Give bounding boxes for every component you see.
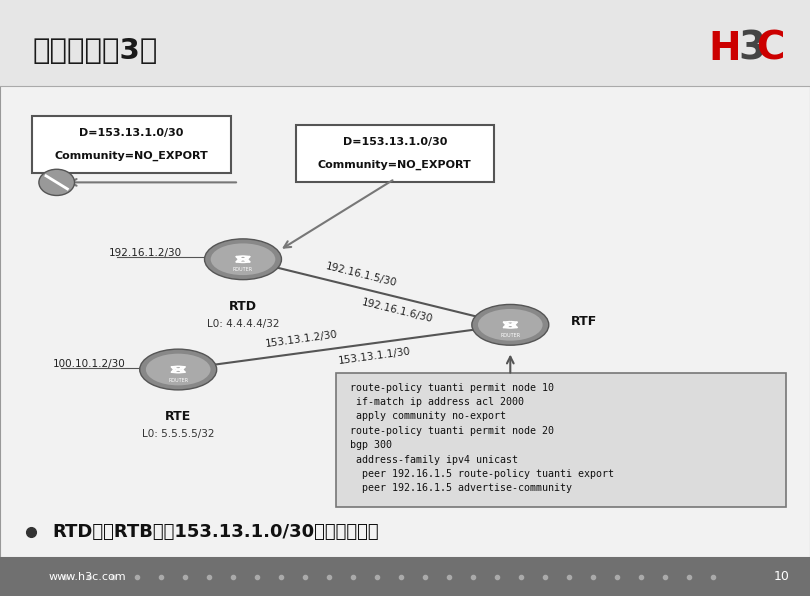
Text: 3: 3 bbox=[739, 30, 765, 68]
Text: 192.16.1.6/30: 192.16.1.6/30 bbox=[361, 297, 434, 325]
FancyBboxPatch shape bbox=[296, 125, 494, 182]
Text: RTF: RTF bbox=[571, 315, 597, 328]
Ellipse shape bbox=[471, 305, 549, 345]
Text: 192.16.1.2/30: 192.16.1.2/30 bbox=[109, 249, 182, 258]
Text: C: C bbox=[756, 30, 784, 68]
Text: D=153.13.1.0/30: D=153.13.1.0/30 bbox=[79, 128, 184, 138]
FancyBboxPatch shape bbox=[32, 116, 231, 173]
Ellipse shape bbox=[204, 239, 282, 280]
Text: RTD不向RTB发布153.13.1.0/30网段的路由。: RTD不向RTB发布153.13.1.0/30网段的路由。 bbox=[53, 523, 379, 541]
Text: 100.10.1.2/30: 100.10.1.2/30 bbox=[53, 359, 126, 368]
Text: ROUTER: ROUTER bbox=[501, 333, 520, 338]
Text: 153.13.1.2/30: 153.13.1.2/30 bbox=[264, 330, 338, 349]
Ellipse shape bbox=[478, 309, 543, 341]
Circle shape bbox=[39, 169, 75, 195]
Text: 10: 10 bbox=[774, 570, 790, 583]
Text: Community=NO_EXPORT: Community=NO_EXPORT bbox=[55, 151, 208, 161]
Text: L0: 4.4.4.4/32: L0: 4.4.4.4/32 bbox=[207, 319, 279, 329]
Text: D=153.13.1.0/30: D=153.13.1.0/30 bbox=[343, 137, 447, 147]
Text: 选路配置（3）: 选路配置（3） bbox=[32, 37, 158, 64]
FancyBboxPatch shape bbox=[0, 0, 810, 557]
Text: RTD: RTD bbox=[229, 300, 257, 313]
Text: Community=NO_EXPORT: Community=NO_EXPORT bbox=[318, 160, 471, 170]
Text: ROUTER: ROUTER bbox=[233, 268, 253, 272]
Text: H: H bbox=[709, 30, 741, 68]
Text: 192.16.1.5/30: 192.16.1.5/30 bbox=[324, 261, 398, 288]
Ellipse shape bbox=[146, 353, 211, 386]
Text: route-policy tuanti permit node 10
 if-match ip address acl 2000
 apply communit: route-policy tuanti permit node 10 if-ma… bbox=[350, 383, 614, 493]
FancyBboxPatch shape bbox=[336, 372, 786, 507]
Text: RTE: RTE bbox=[165, 410, 191, 423]
Ellipse shape bbox=[139, 349, 216, 390]
Text: www.h3c.com: www.h3c.com bbox=[49, 572, 126, 582]
Text: 153.13.1.1/30: 153.13.1.1/30 bbox=[337, 347, 411, 367]
FancyBboxPatch shape bbox=[0, 0, 810, 86]
FancyBboxPatch shape bbox=[0, 557, 810, 596]
Text: L0: 5.5.5.5/32: L0: 5.5.5.5/32 bbox=[142, 429, 215, 439]
Ellipse shape bbox=[211, 243, 275, 275]
Text: ROUTER: ROUTER bbox=[168, 378, 188, 383]
